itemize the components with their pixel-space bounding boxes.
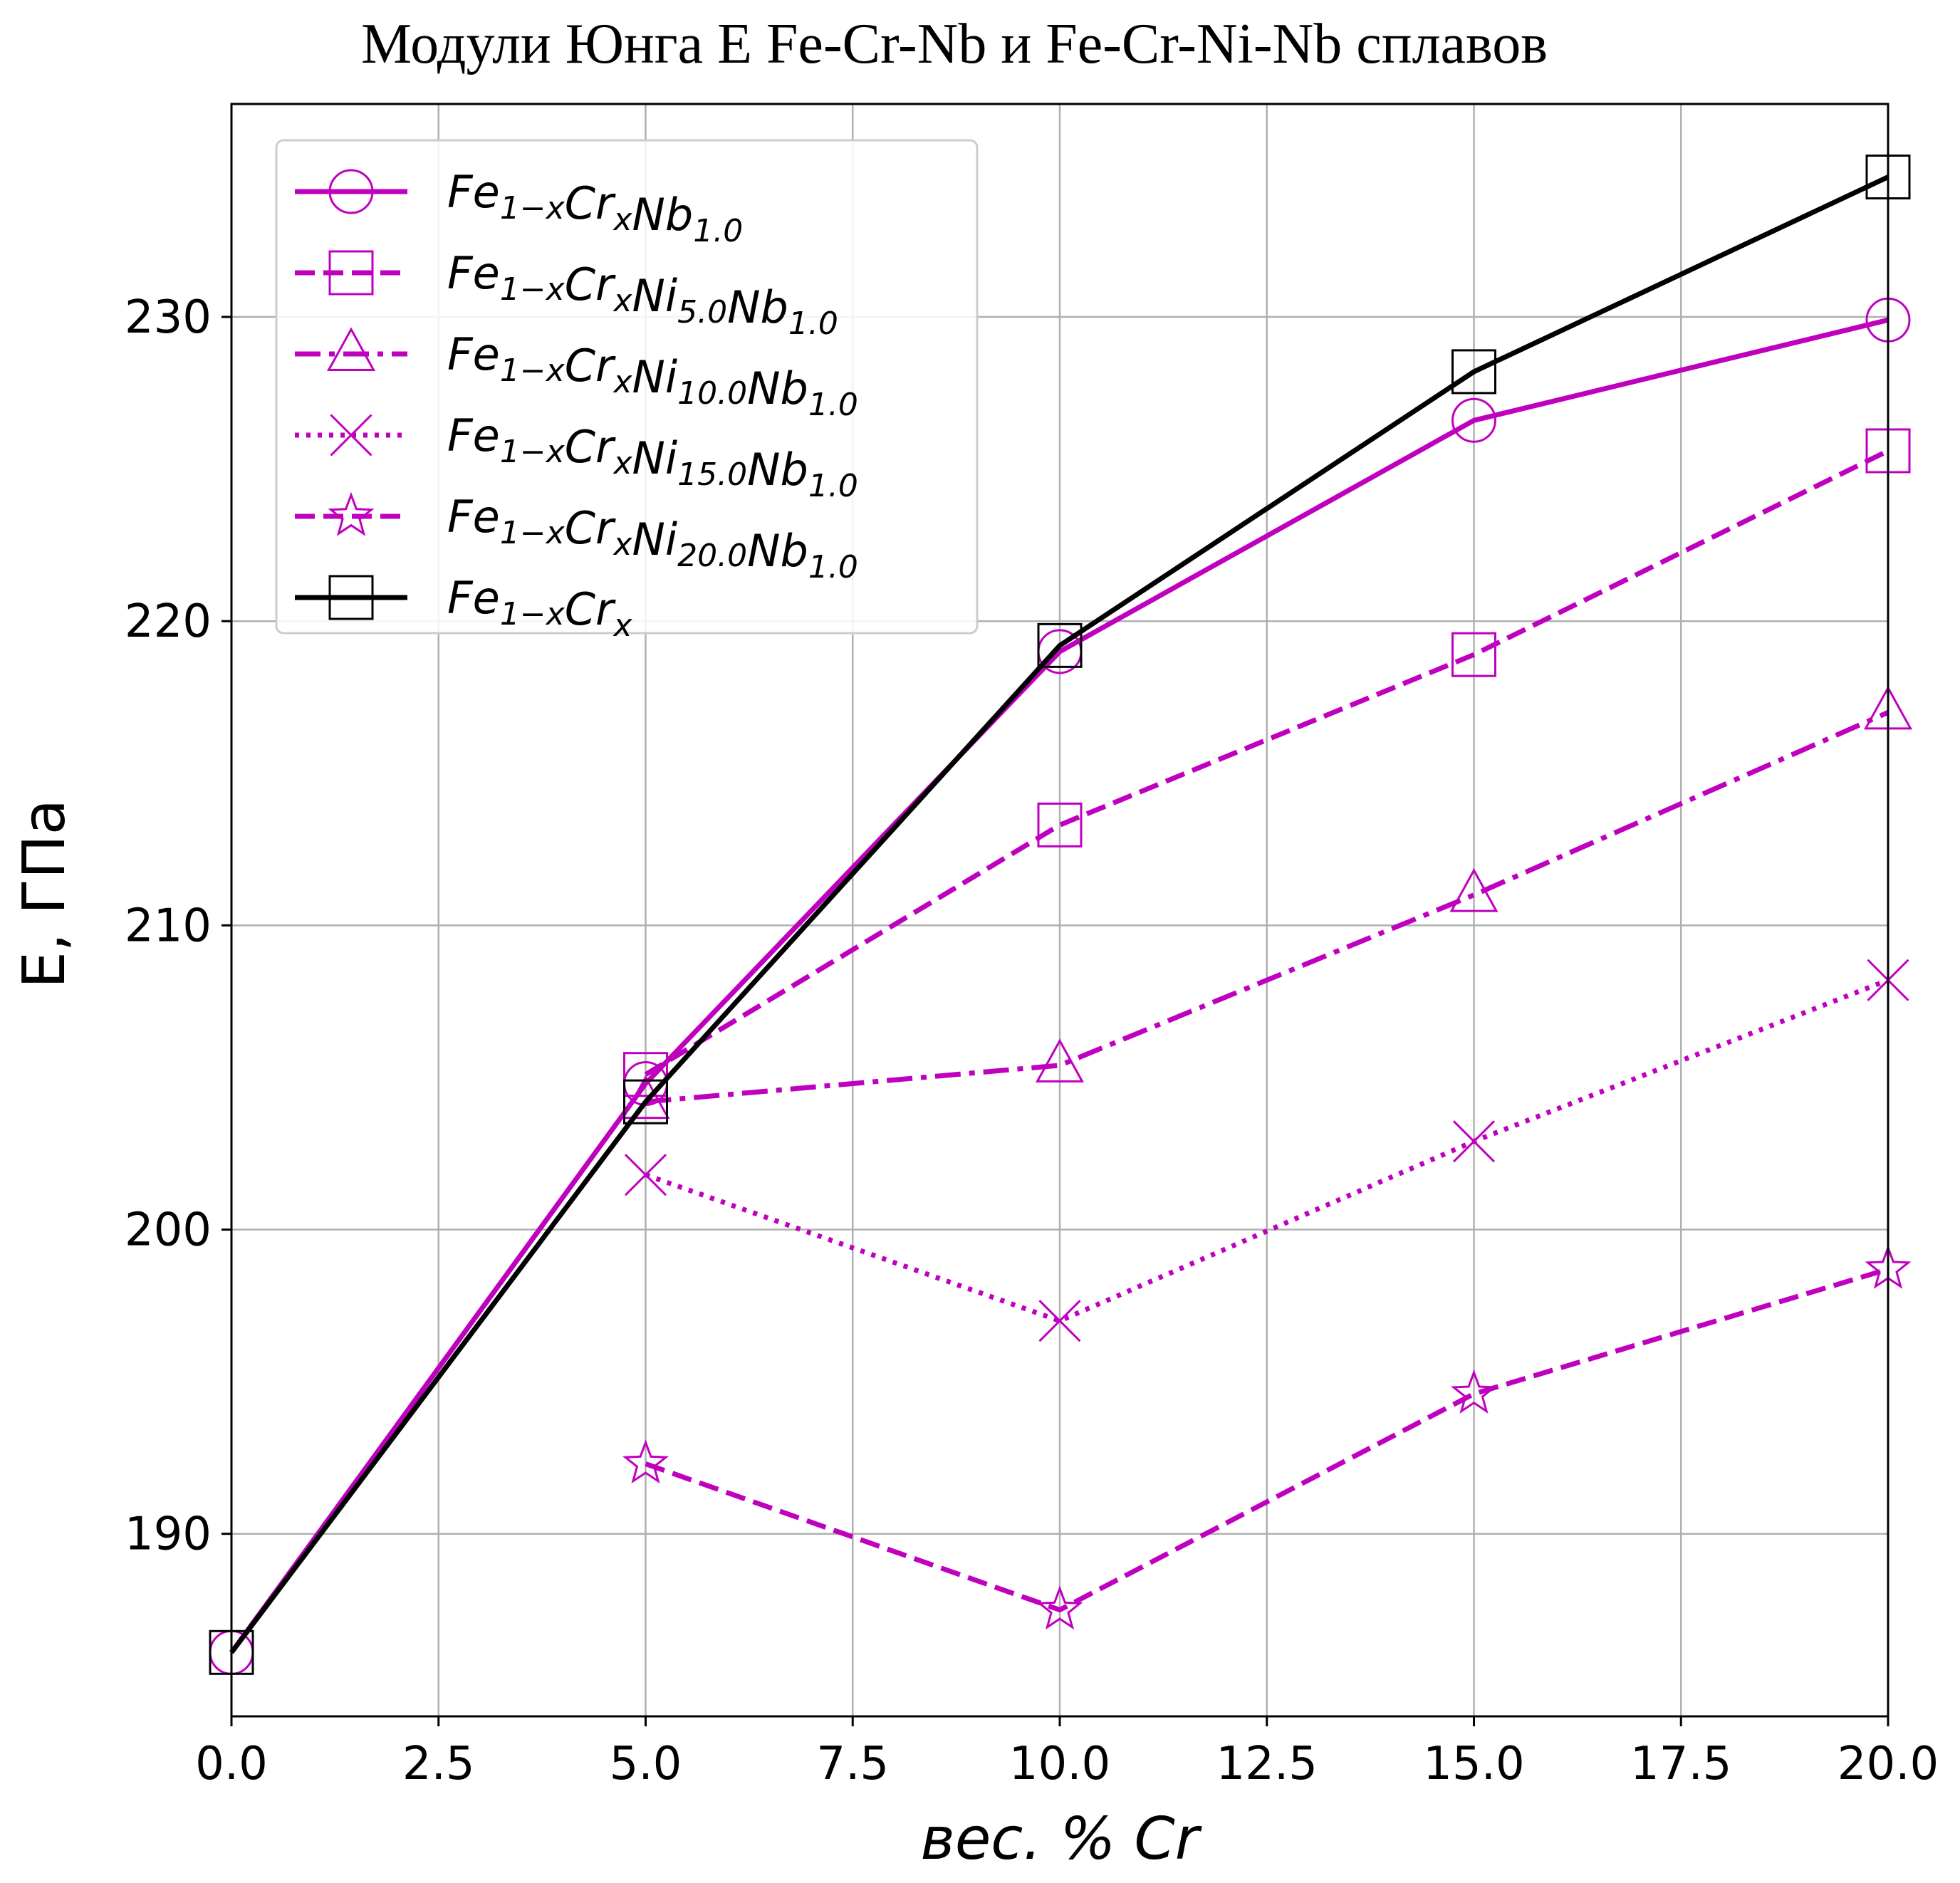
data-point xyxy=(1035,1038,1085,1083)
series-line xyxy=(229,174,1889,1654)
legend-marker xyxy=(328,575,374,620)
series-line xyxy=(229,317,1889,1654)
legend-marker xyxy=(326,327,376,371)
y-tick-label: 210 xyxy=(125,899,212,952)
data-point xyxy=(1038,1300,1081,1342)
legend-label: Fe1−xCrxNi5.0Nb1.0 xyxy=(447,247,838,342)
legend-label: Fe1−xCrxNi15.0Nb1.0 xyxy=(447,410,858,504)
legend-item: Fe1−xCrxNi20.0Nb1.0 xyxy=(295,491,858,585)
data-point xyxy=(1451,632,1496,677)
x-tick-label: 0.0 xyxy=(195,1738,268,1790)
x-tick-label: 20.0 xyxy=(1838,1738,1939,1790)
data-point xyxy=(621,1075,670,1120)
y-axis-label: E, ГПа xyxy=(11,799,78,989)
legend-item: Fe1−xCrxNi10.0Nb1.0 xyxy=(295,327,858,423)
x-tick-label: 12.5 xyxy=(1216,1738,1318,1790)
legend-marker xyxy=(330,414,372,457)
legend-marker xyxy=(328,169,374,214)
legend-marker xyxy=(328,491,375,536)
x-tick-label: 7.5 xyxy=(816,1738,889,1790)
series-line xyxy=(645,710,1889,1105)
data-point xyxy=(1036,1585,1083,1630)
data-point xyxy=(622,1439,669,1484)
series-line xyxy=(645,977,1889,1324)
series-5 xyxy=(622,1244,1912,1630)
series-line xyxy=(644,448,1889,1077)
y-tick-label: 230 xyxy=(125,291,212,344)
legend-label: Fe1−xCrx xyxy=(447,572,633,644)
y-tick-label: 190 xyxy=(125,1508,212,1561)
legend-item: Fe1−xCrx xyxy=(295,572,633,644)
data-point xyxy=(1452,1120,1496,1163)
ticks: 0.0 2.5 5.0 7.5 10.0 12.5 15.0 17.5 20.0 190 200 21… xyxy=(125,291,1939,1790)
series-line xyxy=(645,1266,1889,1612)
x-tick-label: 15.0 xyxy=(1423,1738,1525,1790)
data-point xyxy=(623,1079,668,1125)
data-point xyxy=(1451,397,1496,443)
data-point xyxy=(1037,622,1083,668)
data-point xyxy=(624,1154,667,1196)
legend-marker xyxy=(328,250,374,296)
series-layer xyxy=(209,155,1913,1675)
legend-box xyxy=(275,139,979,635)
data-point xyxy=(1451,349,1496,395)
legend-item: Fe1−xCrxNi15.0Nb1.0 xyxy=(295,410,858,504)
series-4 xyxy=(624,959,1909,1342)
y-tick-label: 200 xyxy=(125,1204,212,1257)
x-tick-label: 10.0 xyxy=(1009,1738,1111,1790)
data-point xyxy=(623,1052,668,1097)
chart-title: Модули Юнга E Fe-Cr-Nb и Fe-Cr-Ni-Nb спл… xyxy=(361,13,1548,75)
data-point xyxy=(1449,868,1498,912)
x-tick-label: 5.0 xyxy=(610,1738,682,1790)
legend-item: Fe1−xCrxNi5.0Nb1.0 xyxy=(295,247,838,342)
legend-label: Fe1−xCrxNi20.0Nb1.0 xyxy=(447,491,858,585)
data-point xyxy=(1037,802,1083,847)
x-tick-label: 17.5 xyxy=(1630,1738,1732,1790)
legend-item: Fe1−xCrxNb1.0 xyxy=(295,166,743,249)
legend-label: Fe1−xCrxNi10.0Nb1.0 xyxy=(447,328,858,423)
y-tick-label: 220 xyxy=(125,595,212,648)
data-point xyxy=(1450,1369,1498,1414)
x-tick-label: 2.5 xyxy=(402,1738,475,1790)
x-axis-label: вес. % Cr xyxy=(921,1805,1202,1873)
legend-label: Fe1−xCrxNb1.0 xyxy=(447,166,743,249)
legend: Fe1−xCrxNb1.0Fe1−xCrxNi5.0Nb1.0Fe1−xCrxN… xyxy=(275,139,979,644)
